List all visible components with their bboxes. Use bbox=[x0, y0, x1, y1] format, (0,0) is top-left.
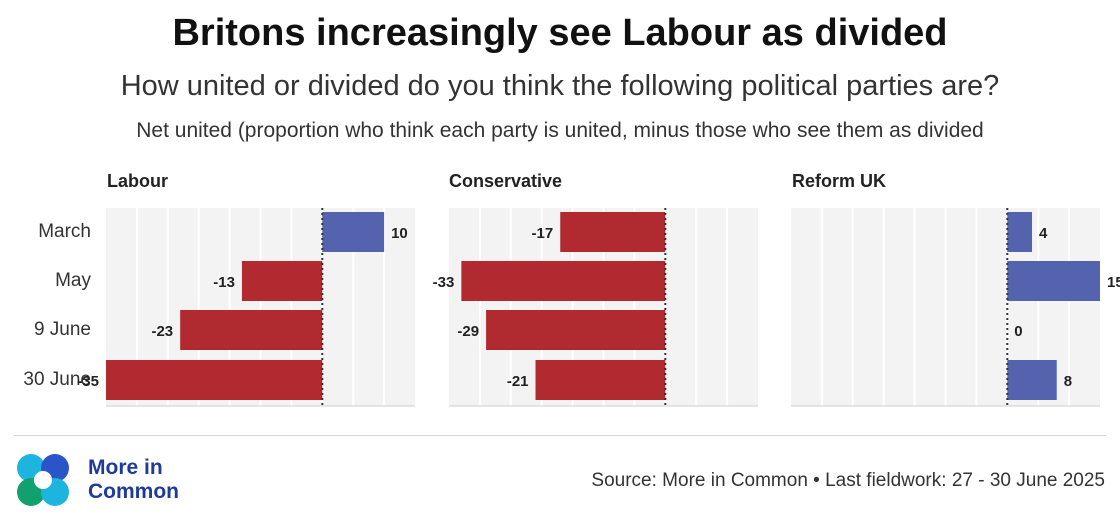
panel-title-reform: Reform UK bbox=[792, 171, 887, 191]
data-label-labour: -23 bbox=[151, 323, 173, 340]
logo-line-1: More in bbox=[88, 456, 163, 479]
data-label-labour: -35 bbox=[77, 373, 99, 390]
data-label-labour: 10 bbox=[391, 225, 408, 242]
row-label-march: March bbox=[38, 221, 91, 242]
data-label-reform-uk: 8 bbox=[1064, 373, 1072, 390]
data-label-reform-uk: 0 bbox=[1014, 323, 1022, 340]
data-label-labour: -13 bbox=[213, 274, 235, 291]
footer-divider bbox=[14, 435, 1106, 436]
data-label-reform-uk: 15 bbox=[1107, 274, 1120, 291]
more-in-common-logo-icon bbox=[17, 454, 69, 506]
bar-labour bbox=[180, 310, 323, 350]
chart-subtitle: How united or divided do you think the f… bbox=[120, 70, 1000, 102]
row-label-may: May bbox=[55, 270, 91, 291]
bar-conservative bbox=[560, 212, 666, 252]
panel-title-conservative: Conservative bbox=[449, 171, 563, 191]
bar-reform-uk bbox=[1007, 212, 1033, 252]
data-label-conservative: -17 bbox=[532, 225, 554, 242]
chart-title: Britons increasingly see Labour as divid… bbox=[172, 12, 948, 54]
bar-conservative bbox=[486, 310, 666, 350]
row-label-30-june: 30 June bbox=[23, 369, 91, 390]
chart-caption: Net united (proportion who think each pa… bbox=[136, 119, 984, 142]
logo-wordmark: More in Common bbox=[88, 456, 179, 504]
logo-line-2: Common bbox=[88, 480, 179, 503]
data-label-reform-uk: 4 bbox=[1039, 225, 1048, 242]
panel-title-labour: Labour bbox=[107, 171, 168, 191]
bar-conservative bbox=[535, 360, 666, 400]
bar-labour bbox=[322, 212, 385, 252]
data-label-conservative: -33 bbox=[433, 274, 455, 291]
data-label-conservative: -29 bbox=[457, 323, 479, 340]
charts-area: 10 -13 -23 -35 -17 -33 -29 -21 4 15 0 8 bbox=[77, 208, 1120, 407]
row-label-9-june: 9 June bbox=[33, 319, 91, 340]
data-label-conservative: -21 bbox=[507, 373, 529, 390]
bar-labour bbox=[241, 261, 323, 301]
source-note: Source: More in Common • Last fieldwork:… bbox=[591, 470, 1105, 491]
bar-reform-uk bbox=[1007, 261, 1100, 301]
bar-labour bbox=[106, 360, 323, 400]
bar-reform-uk bbox=[1007, 360, 1057, 400]
bar-conservative bbox=[461, 261, 666, 301]
